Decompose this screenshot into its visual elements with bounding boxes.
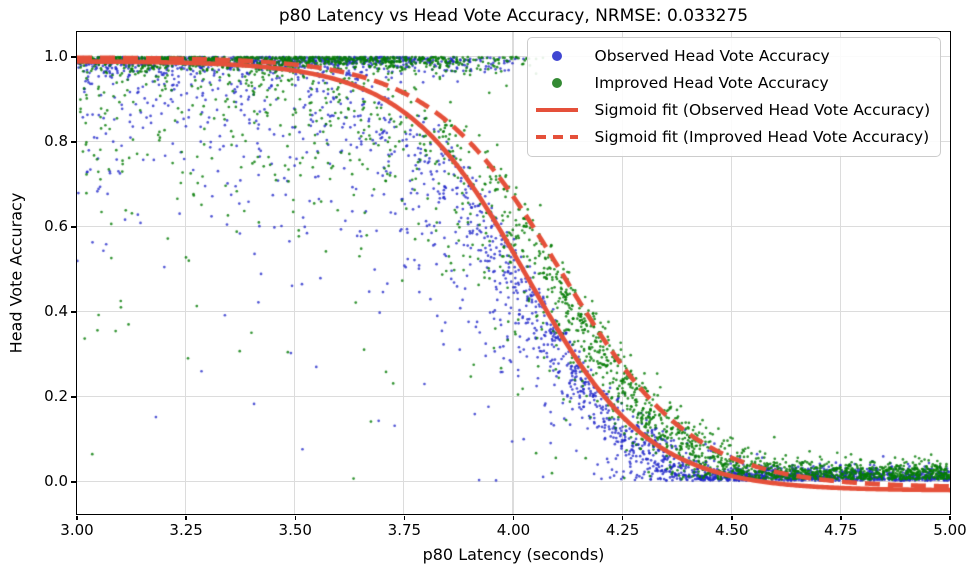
plot-area: Observed Head Vote Accuracy Improved Head… (75, 30, 951, 515)
x-tick-label: 3.75 (387, 521, 422, 539)
legend-item: Sigmoid fit (Observed Head Vote Accuracy… (528, 97, 940, 124)
x-tick-label: 4.00 (496, 521, 531, 539)
x-tick-label: 4.25 (605, 521, 640, 539)
legend-item: Improved Head Vote Accuracy (528, 70, 940, 97)
x-tick-mark (294, 515, 296, 520)
legend-dashed-line-marker (535, 134, 578, 140)
y-tick-label: 0.4 (44, 301, 68, 320)
y-tick-label: 0.6 (44, 216, 68, 235)
legend-item-label: Sigmoid fit (Improved Head Vote Accuracy… (594, 128, 930, 146)
x-tick-label: 4.50 (715, 521, 749, 539)
x-tick-label: 3.50 (278, 521, 312, 539)
legend-item: Observed Head Vote Accuracy (528, 43, 940, 70)
x-tick-label: 3.00 (60, 521, 94, 539)
legend-line-marker (535, 107, 578, 113)
legend-dot-marker (551, 51, 562, 61)
legend-item-label: Observed Head Vote Accuracy (594, 47, 830, 65)
x-tick-mark (949, 515, 951, 520)
legend-item: Sigmoid fit (Improved Head Vote Accuracy… (528, 124, 940, 151)
x-tick-mark (512, 515, 515, 520)
legend-item-label: Sigmoid fit (Observed Head Vote Accuracy… (594, 101, 931, 119)
x-tick-mark (621, 515, 624, 520)
chart-title: p80 Latency vs Head Vote Accuracy, NRMSE… (278, 6, 749, 26)
x-tick-label: 5.00 (933, 521, 967, 539)
y-tick-label: 0.8 (44, 131, 68, 150)
legend-dot-marker (551, 78, 562, 88)
x-axis-label: p80 Latency (seconds) (422, 545, 605, 564)
x-tick-mark (76, 515, 78, 520)
legend-item-label: Improved Head Vote Accuracy (594, 74, 829, 92)
legend: Observed Head Vote Accuracy Improved Head… (526, 36, 941, 157)
y-tick-label: 1.0 (44, 46, 68, 65)
x-tick-mark (731, 515, 733, 520)
y-axis-label: Head Vote Accuracy (6, 192, 26, 354)
x-tick-label: 3.25 (169, 521, 203, 539)
x-tick-mark (840, 515, 842, 520)
y-tick-label: 0.2 (44, 386, 68, 405)
y-tick-label: 0.0 (44, 471, 68, 490)
x-tick-mark (185, 515, 187, 520)
x-tick-label: 4.75 (824, 521, 858, 539)
x-tick-mark (403, 515, 406, 520)
